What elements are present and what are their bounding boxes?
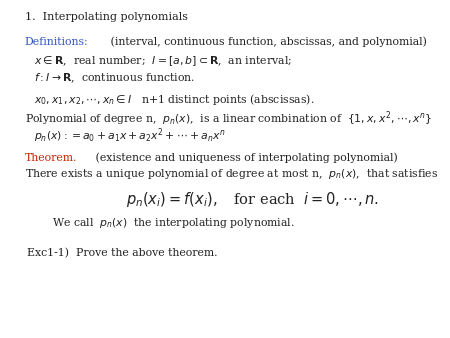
Text: $f : I \to \mathbf{R}$,  continuous function.: $f : I \to \mathbf{R}$, continuous funct… (34, 71, 195, 84)
Text: Theorem.: Theorem. (25, 152, 77, 163)
Text: $p_n(x_i) = f(x_i),$   for each  $i = 0, \cdots, n.$: $p_n(x_i) = f(x_i),$ for each $i = 0, \c… (126, 190, 379, 209)
Text: We call  $p_n(x)$  the interpolating polynomial.: We call $p_n(x)$ the interpolating polyn… (52, 216, 294, 230)
Text: $x_0, x_1, x_2, \cdots, x_n \in I$   n+1 distinct points (abscissas).: $x_0, x_1, x_2, \cdots, x_n \in I$ n+1 d… (34, 92, 314, 107)
Text: There exists a unique polynomial of degree at most n,  $p_n(x)$,  that satisfies: There exists a unique polynomial of degr… (25, 167, 438, 182)
Text: Exc1-1)  Prove the above theorem.: Exc1-1) Prove the above theorem. (27, 248, 217, 258)
Text: (existence and uniqueness of interpolating polynomial): (existence and uniqueness of interpolati… (92, 152, 398, 163)
Text: Definitions:: Definitions: (25, 37, 88, 47)
Text: $p_n(x) := a_0 + a_1 x + a_2 x^2 + \cdots + a_n x^n$: $p_n(x) := a_0 + a_1 x + a_2 x^2 + \cdot… (34, 126, 225, 145)
Text: (interval, continuous function, abscissas, and polynomial): (interval, continuous function, abscissa… (107, 37, 427, 47)
Text: 1.  Interpolating polynomials: 1. Interpolating polynomials (25, 12, 188, 22)
Text: Polynomial of degree n,  $p_n(x)$,  is a linear combination of  $\{1, x, x^2, \c: Polynomial of degree n, $p_n(x)$, is a l… (25, 109, 432, 128)
Text: $x \in \mathbf{R}$,  real number;  $I = [a, b] \subset \mathbf{R}$,  an interval: $x \in \mathbf{R}$, real number; $I = [a… (34, 55, 292, 68)
